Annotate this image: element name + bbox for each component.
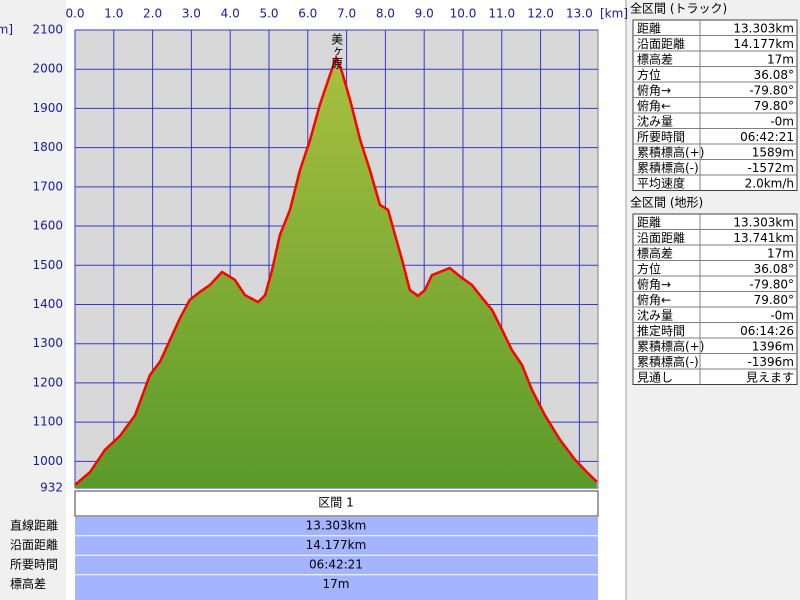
row-value: 17m xyxy=(323,577,350,591)
row-label: 累積標高(+) xyxy=(637,338,704,353)
x-tick-label: 3.0 xyxy=(182,7,201,21)
y-tick-label: 1800 xyxy=(32,140,63,154)
x-tick-label: 12.0 xyxy=(527,7,554,21)
x-tick-label: 5.0 xyxy=(259,7,278,21)
y-tick-label: 1500 xyxy=(32,258,63,272)
row-label: 所要時間 xyxy=(10,558,58,572)
row-label: 沿面距離 xyxy=(637,231,685,245)
row-label: 俯角→ xyxy=(637,82,671,97)
y-tick-label: 2100 xyxy=(32,23,63,37)
row-value: -1396m xyxy=(747,355,794,369)
row-label: 標高差 xyxy=(637,245,673,260)
row-value: 17m xyxy=(767,52,794,66)
row-value: 13.303km xyxy=(733,21,794,35)
row-value: -0m xyxy=(770,114,794,128)
row-value: 14.177km xyxy=(733,37,794,51)
y-tick-label: 1700 xyxy=(32,179,63,193)
table-box xyxy=(632,19,798,191)
row-label: 所要時間 xyxy=(637,130,685,144)
area xyxy=(75,57,597,488)
y-tick-label: 1100 xyxy=(32,415,63,429)
row-value: 2.0km/h xyxy=(745,176,794,190)
row-label: 見通し xyxy=(637,370,673,384)
row-label: 平均速度 xyxy=(637,175,685,190)
row-label: 俯角← xyxy=(637,98,671,113)
row-label: 標高差 xyxy=(637,51,673,66)
row-value: -79.80° xyxy=(749,83,794,97)
x-tick-label: 8.0 xyxy=(376,7,395,21)
x-tick-label: 11.0 xyxy=(488,7,515,21)
row-value: 79.80° xyxy=(754,293,794,307)
x-unit: [km] xyxy=(600,7,628,21)
row-label: 方位 xyxy=(637,261,661,276)
row-value: 1589m xyxy=(752,145,794,159)
row-value: 36.08° xyxy=(754,68,794,82)
x-tick-label: 4.0 xyxy=(221,7,240,21)
row-value: 見えます xyxy=(746,370,794,384)
summit-label: 美ヶ原 xyxy=(330,33,344,69)
row-value: 13.303km xyxy=(306,519,367,533)
x-tick-label: 1.0 xyxy=(104,7,123,21)
table-title: 全区間 (地形) xyxy=(630,195,703,210)
row-value: 06:14:26 xyxy=(740,324,794,338)
row-value: 06:42:21 xyxy=(309,558,363,572)
y-unit: [m] xyxy=(0,23,13,37)
row-value: 06:42:21 xyxy=(740,130,794,144)
row-value: 17m xyxy=(767,246,794,260)
row-label: 俯角← xyxy=(637,292,671,307)
row-label: 方位 xyxy=(637,67,661,82)
y-tick-label: 1600 xyxy=(32,219,63,233)
y-tick-label: 1400 xyxy=(32,297,63,311)
segment-header: 区間 1 xyxy=(318,496,353,510)
row-label: 累積標高(-) xyxy=(637,160,699,175)
x-tick-label: 6.0 xyxy=(298,7,317,21)
row-value: 36.08° xyxy=(754,262,794,276)
row-value: 1396m xyxy=(752,339,794,353)
row-label: 標高差 xyxy=(10,576,46,591)
y-tick-label: 932 xyxy=(40,481,63,495)
row-value: -1572m xyxy=(747,161,794,175)
x-tick-label: 2.0 xyxy=(143,7,162,21)
table-title: 全区間 (トラック) xyxy=(630,1,727,16)
row-label: 累積標高(-) xyxy=(637,354,699,369)
y-tick-label: 1300 xyxy=(32,336,63,350)
x-tick-label: 7.0 xyxy=(337,7,356,21)
row-label: 沈み量 xyxy=(637,113,673,128)
row-value: -0m xyxy=(770,308,794,322)
row-label: 累積標高(+) xyxy=(637,144,704,159)
y-tick-label: 2000 xyxy=(32,62,63,76)
row-label: 直線距離 xyxy=(10,518,58,533)
row-label: 沈み量 xyxy=(637,307,673,322)
row-label: 沿面距離 xyxy=(637,37,685,51)
profile-line xyxy=(74,54,598,486)
row-label: 距離 xyxy=(637,21,661,35)
row-value: 14.177km xyxy=(306,538,367,552)
row-label: 沿面距離 xyxy=(10,538,58,552)
row-value: 79.80° xyxy=(754,99,794,113)
row-label: 推定時間 xyxy=(637,323,685,338)
row-label: 俯角→ xyxy=(637,276,671,291)
y-tick-label: 1900 xyxy=(32,101,63,115)
table-box xyxy=(632,213,798,385)
row-label: 距離 xyxy=(637,215,661,229)
segment-body xyxy=(75,517,598,600)
x-tick-label: 13.0 xyxy=(566,7,593,21)
x-tick-label: 10.0 xyxy=(450,7,477,21)
row-value: 13.741km xyxy=(733,231,794,245)
row-value: 13.303km xyxy=(733,215,794,229)
y-tick-label: 1200 xyxy=(32,375,63,389)
x-tick-label: 9.0 xyxy=(415,7,434,21)
x-tick-label: 0.0 xyxy=(65,7,84,21)
segment-header-box xyxy=(74,490,599,517)
row-value: -79.80° xyxy=(749,277,794,291)
y-tick-label: 1000 xyxy=(32,454,63,468)
